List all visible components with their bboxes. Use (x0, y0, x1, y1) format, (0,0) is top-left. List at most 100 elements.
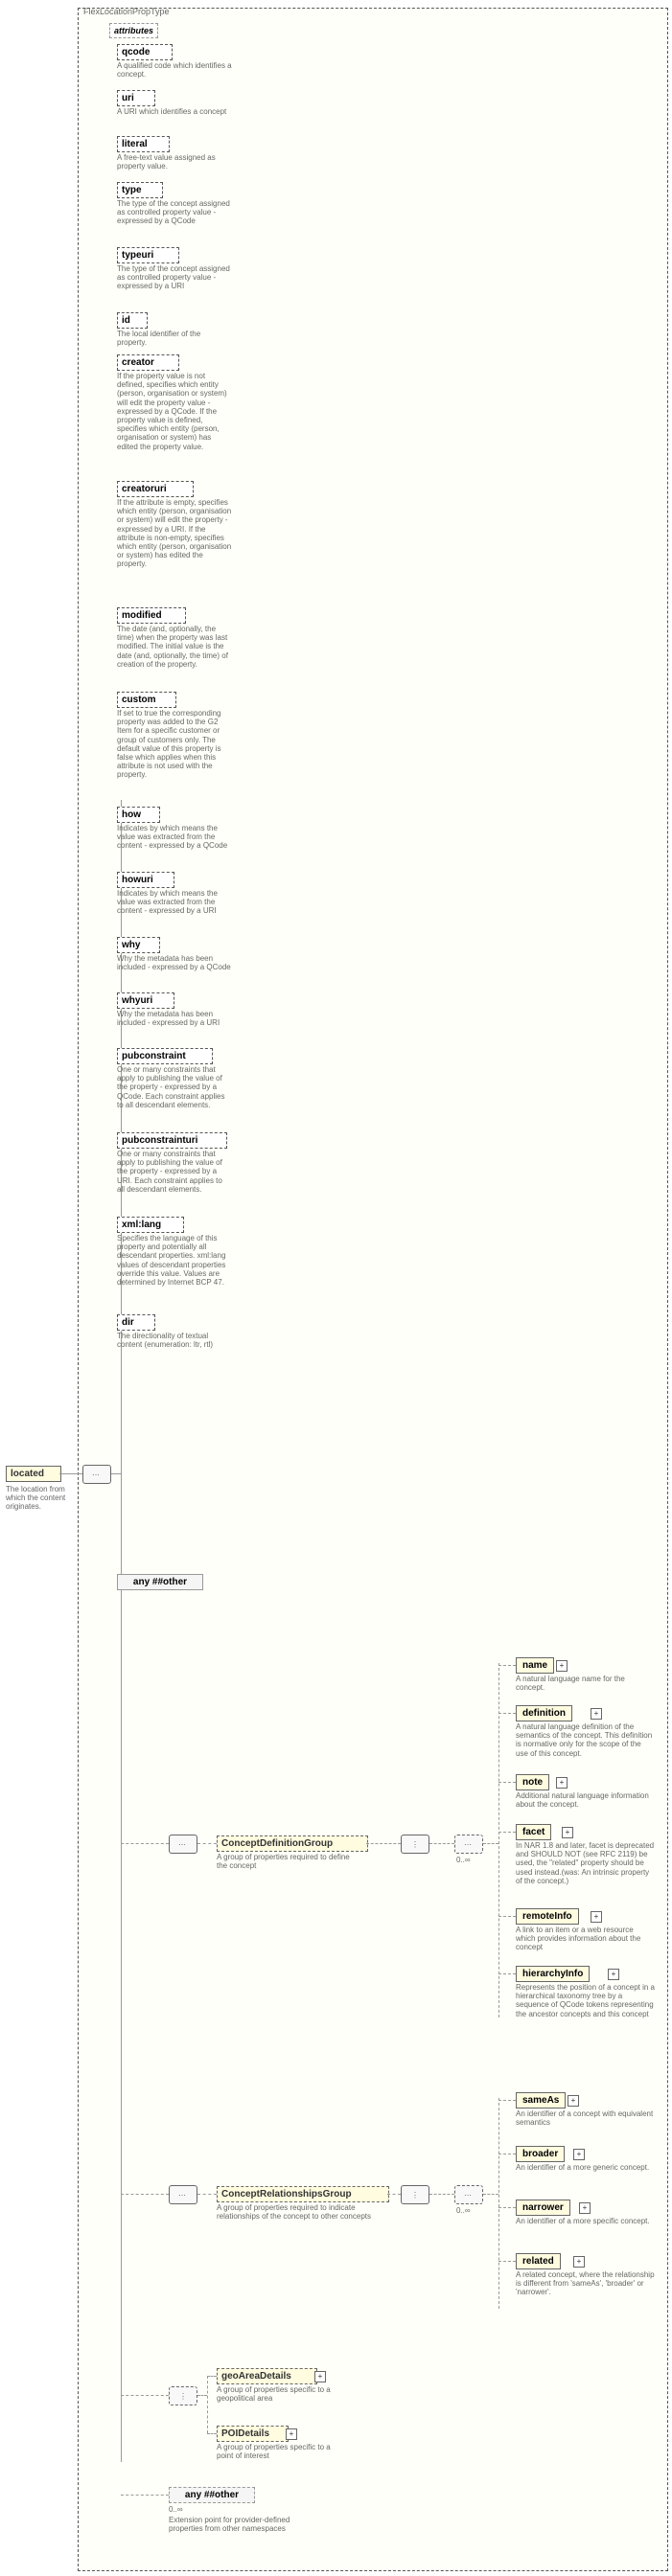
facet-element: facet (516, 1824, 551, 1840)
attributes-header: attributes (109, 23, 158, 38)
note-desc: Additional natural language information … (516, 1791, 655, 1809)
comp-area-choice (169, 2386, 197, 2405)
attr-dir: dir (117, 1314, 155, 1331)
facet-expand-icon: + (562, 1827, 573, 1838)
poi-details: POIDetails (217, 2426, 289, 2442)
definition-desc: A natural language definition of the sem… (516, 1722, 655, 1758)
any-other-attr: any ##other (117, 1574, 203, 1590)
comp-defgroup-pre (169, 1835, 197, 1854)
sameAs-desc: An identifier of a concept with equivale… (516, 2109, 655, 2127)
attr-custom-desc: If set to true the corresponding propert… (117, 709, 232, 780)
attr-typeuri: typeuri (117, 247, 179, 263)
attr-literal: literal (117, 136, 170, 152)
attr-howuri: howuri (117, 872, 174, 888)
any-other-desc: Extension point for provider-defined pro… (169, 2516, 303, 2533)
hierarchyInfo-expand-icon: + (608, 1969, 619, 1980)
attr-whyuri: whyuri (117, 992, 174, 1009)
name-desc: A natural language name for the concept. (516, 1675, 655, 1692)
narrower-element: narrower (516, 2200, 570, 2216)
geo-expand-icon: + (314, 2371, 326, 2382)
attr-xml-lang: xml:lang (117, 1217, 184, 1233)
name-element: name (516, 1657, 554, 1674)
narrower-expand-icon: + (579, 2202, 591, 2214)
attr-pubconstraint-desc: One or many constraints that apply to pu… (117, 1065, 232, 1109)
attr-typeuri-desc: The type of the concept assigned as cont… (117, 264, 232, 291)
geo-area-details-label: geoAreaDetails (221, 2371, 291, 2382)
attr-qcode-desc: A qualified code which identifies a conc… (117, 61, 232, 79)
concept-definition-group-label: ConceptDefinitionGroup (221, 1838, 333, 1849)
attr-creator: creator (117, 354, 179, 371)
narrower-desc: An identifier of a more specific concept… (516, 2217, 655, 2225)
attr-dir-desc: The directionality of textual content (e… (117, 1332, 232, 1349)
outer-type-label: FlexLocationPropType (81, 6, 173, 17)
any-other-occurs: 0..∞ (169, 2505, 183, 2514)
definition-element: definition (516, 1705, 572, 1721)
located-label: located (11, 1469, 44, 1479)
broader-element: broader (516, 2146, 565, 2162)
attr-xml-lang-desc: Specifies the language of this property … (117, 1234, 232, 1287)
remoteInfo-expand-icon: + (591, 1911, 602, 1923)
any-other-element: any ##other (169, 2487, 255, 2503)
attr-why-desc: Why the metadata has been included - exp… (117, 954, 232, 971)
diagram-canvas: FlexLocationPropType located The locatio… (0, 0, 672, 2576)
concept-definition-group-desc: A group of properties required to define… (217, 1853, 360, 1870)
relgroup-occurs: 0..∞ (456, 2206, 471, 2215)
broader-expand-icon: + (573, 2149, 585, 2160)
attr-why: why (117, 937, 160, 953)
related-element: related (516, 2253, 561, 2269)
definition-expand-icon: + (591, 1708, 602, 1720)
attr-uri: uri (117, 90, 155, 106)
attr-custom: custom (117, 692, 176, 708)
attr-creatoruri: creatoruri (117, 481, 194, 497)
concept-relationships-group-label: ConceptRelationshipsGroup (221, 2189, 352, 2200)
attr-how: how (117, 807, 160, 823)
concept-relationships-group: ConceptRelationshipsGroup (217, 2186, 389, 2202)
located-desc: The location from which the content orig… (6, 1485, 82, 1512)
broader-desc: An identifier of a more generic concept. (516, 2163, 655, 2172)
attr-modified: modified (117, 607, 186, 624)
hierarchyInfo-element: hierarchyInfo (516, 1966, 590, 1982)
related-desc: A related concept, where the relationshi… (516, 2270, 655, 2297)
located-element: located (6, 1466, 61, 1482)
attr-qcode: qcode (117, 44, 173, 60)
related-expand-icon: + (573, 2256, 585, 2268)
remoteInfo-desc: A link to an item or a web resource whic… (516, 1926, 655, 1952)
attr-pubconstrainturi: pubconstrainturi (117, 1132, 227, 1149)
sameAs-element: sameAs (516, 2092, 566, 2109)
name-expand-icon: + (556, 1660, 568, 1672)
note-element: note (516, 1774, 549, 1790)
attr-creatoruri-desc: If the attribute is empty, specifies whi… (117, 498, 232, 569)
attr-type: type (117, 182, 163, 198)
attr-howuri-desc: Indicates by which means the value was e… (117, 889, 232, 916)
comp-defgroup-seq (454, 1835, 483, 1854)
attr-uri-desc: A URI which identifies a concept (117, 107, 232, 116)
geo-area-details-desc: A group of properties specific to a geop… (217, 2385, 341, 2403)
concept-definition-group: ConceptDefinitionGroup (217, 1835, 368, 1852)
poi-details-label: POIDetails (221, 2428, 269, 2439)
comp-relgroup-pre (169, 2185, 197, 2204)
remoteInfo-element: remoteInfo (516, 1908, 579, 1925)
comp-defgroup-choice (401, 1835, 429, 1854)
comp-relgroup-choice (401, 2185, 429, 2204)
comp-relgroup-seq (454, 2185, 483, 2204)
attr-id: id (117, 312, 148, 329)
attr-creator-desc: If the property value is not defined, sp… (117, 372, 232, 451)
sameAs-expand-icon: + (568, 2095, 579, 2107)
attr-type-desc: The type of the concept assigned as cont… (117, 199, 232, 226)
attr-how-desc: Indicates by which means the value was e… (117, 824, 232, 851)
attr-id-desc: The local identifier of the property. (117, 330, 232, 347)
attr-pubconstrainturi-desc: One or many constraints that apply to pu… (117, 1150, 232, 1194)
geo-area-details: geoAreaDetails (217, 2368, 317, 2384)
root-sequence (82, 1465, 111, 1484)
defgroup-occurs: 0..∞ (456, 1856, 471, 1864)
attr-modified-desc: The date (and, optionally, the time) whe… (117, 625, 232, 669)
hierarchyInfo-desc: Represents the position of a concept in … (516, 1983, 655, 2018)
attr-whyuri-desc: Why the metadata has been included - exp… (117, 1010, 232, 1027)
poi-expand-icon: + (286, 2428, 297, 2440)
note-expand-icon: + (556, 1777, 568, 1789)
poi-details-desc: A group of properties specific to a poin… (217, 2443, 341, 2460)
facet-desc: In NAR 1.8 and later, facet is deprecate… (516, 1841, 655, 1885)
attr-pubconstraint: pubconstraint (117, 1048, 213, 1064)
concept-relationships-group-desc: A group of properties required to indica… (217, 2203, 380, 2221)
attr-literal-desc: A free-text value assigned as property v… (117, 153, 232, 171)
